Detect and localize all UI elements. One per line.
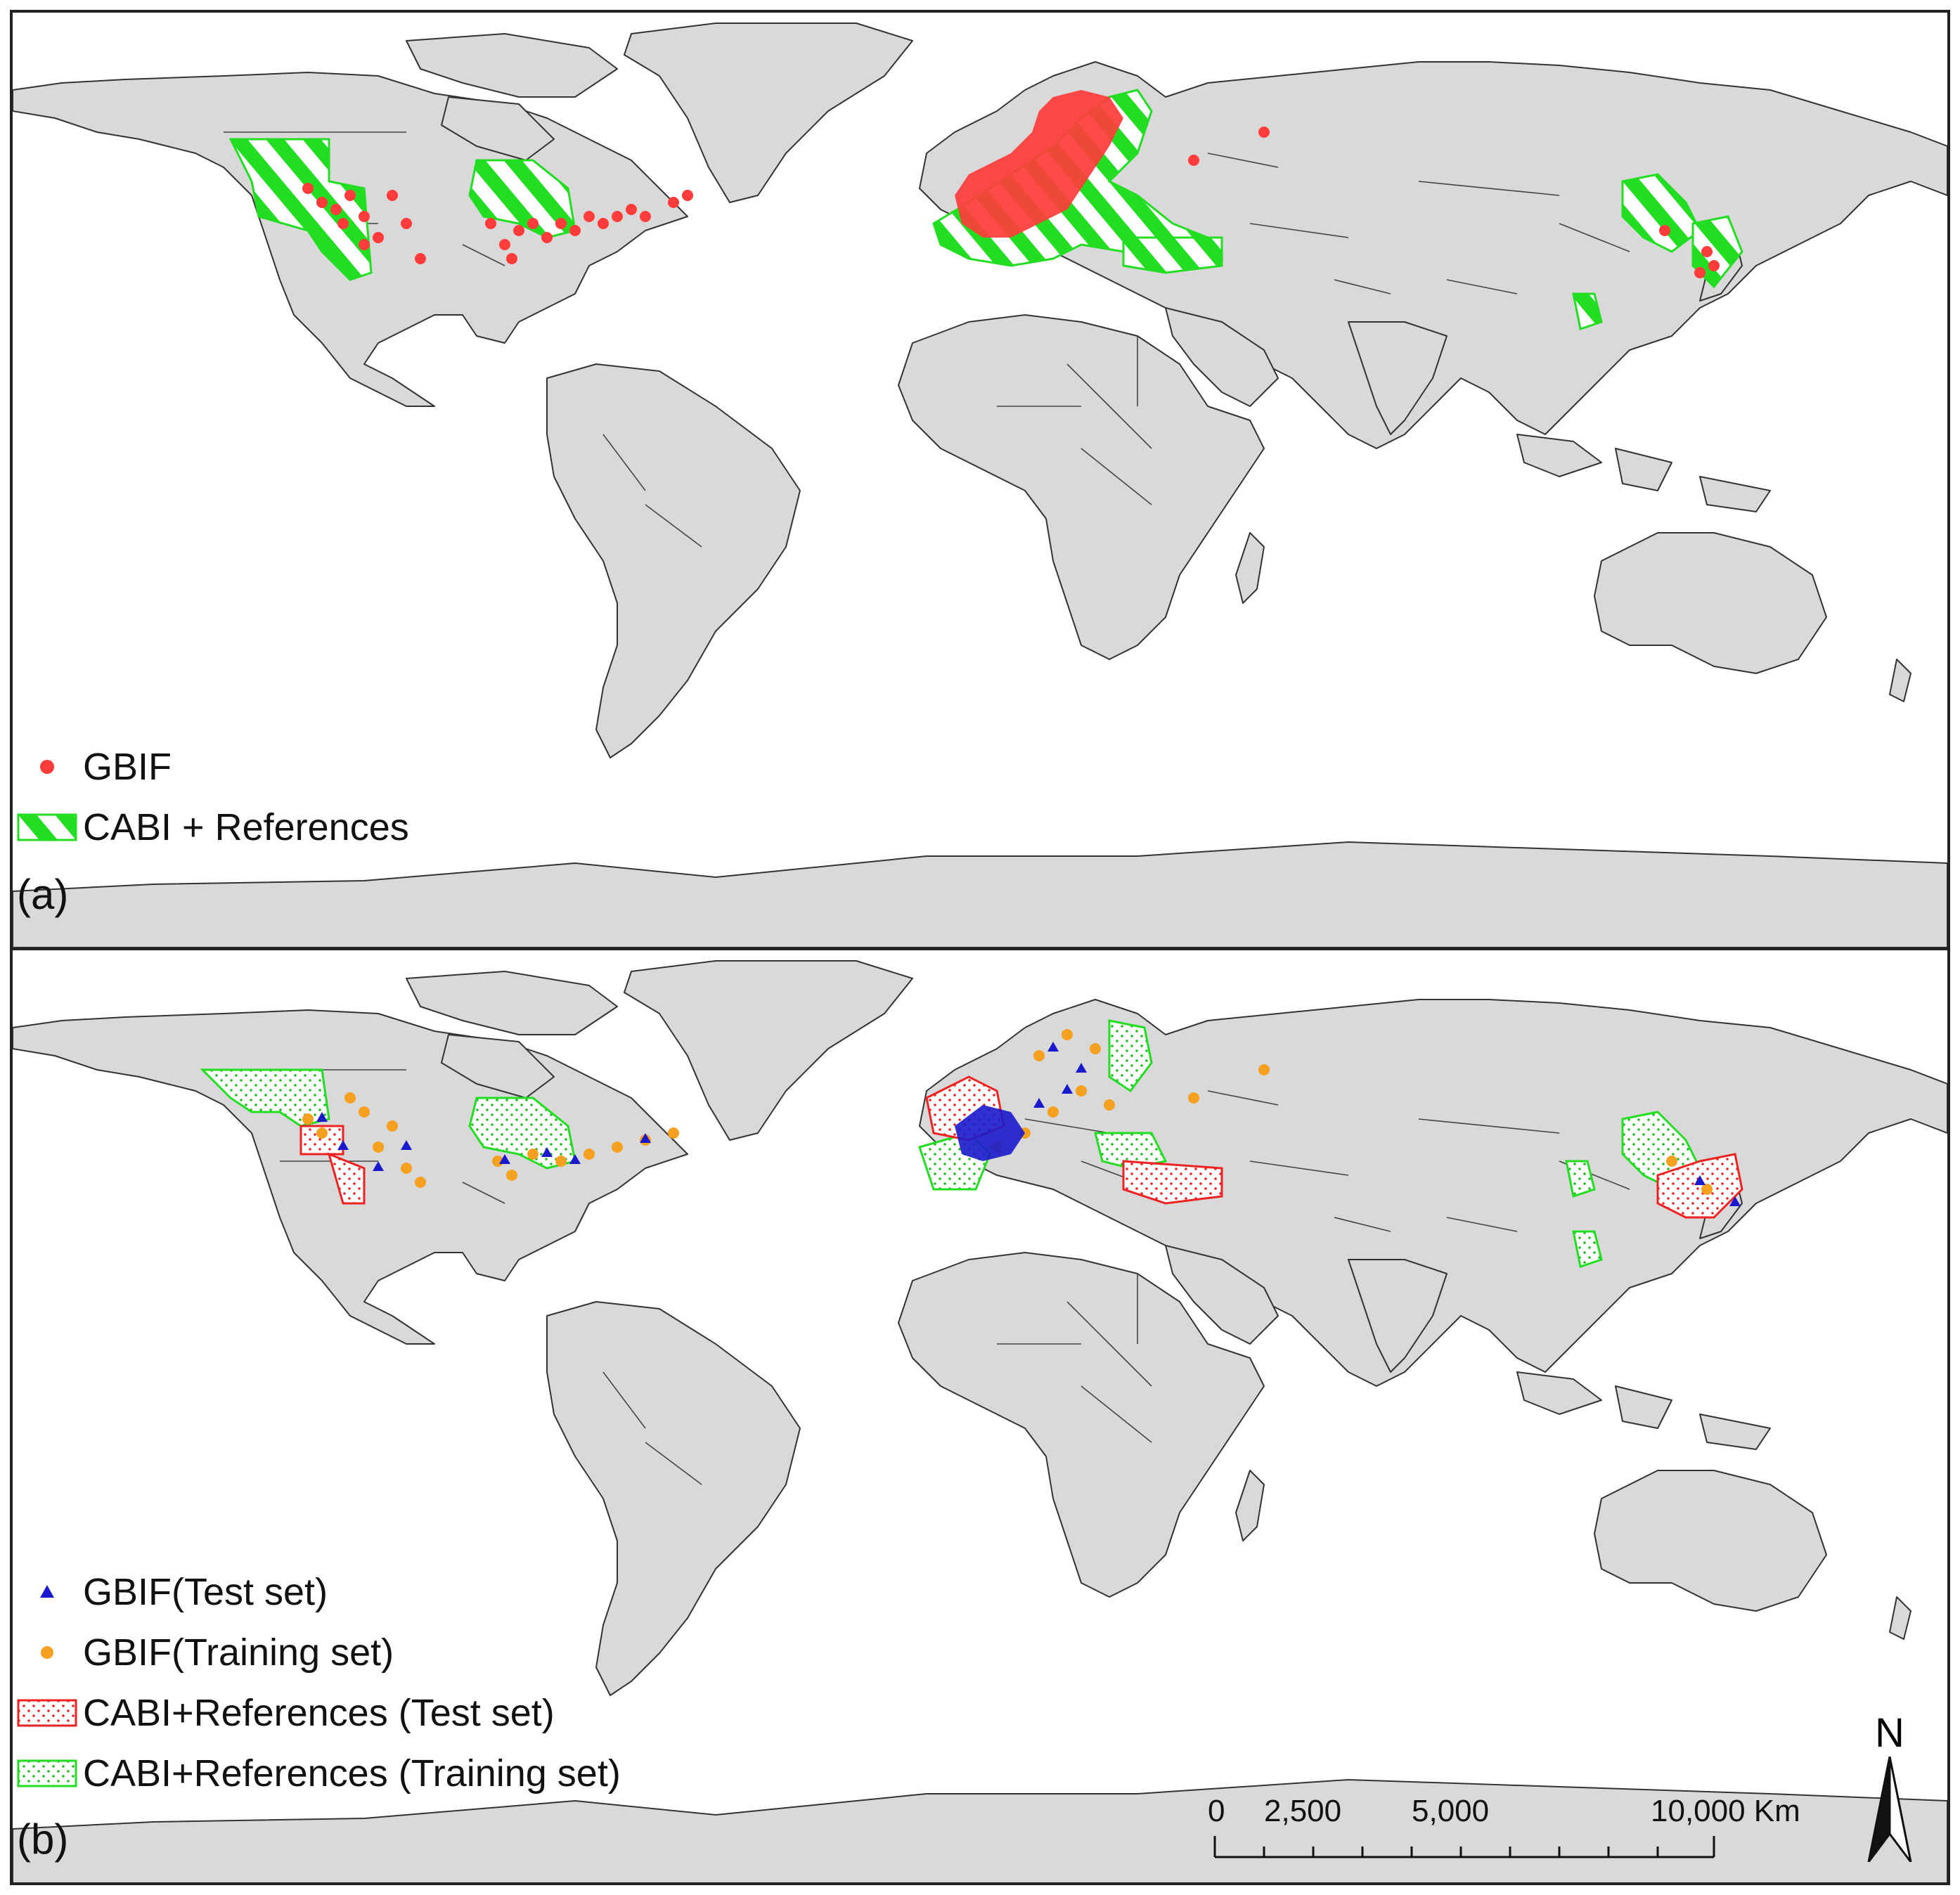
north-arrow: N (1862, 1709, 1918, 1865)
gbif-points-a (302, 127, 1720, 278)
world-map-b (13, 960, 1947, 1882)
legend-label-gbif: GBIF (83, 746, 172, 788)
legend-label-test-points: GBIF(Test set) (83, 1571, 328, 1613)
training-area-china-3 (1565, 1160, 1596, 1198)
map-panel-b: GBIF(Test set) GBIF(Training set) CABI+R… (10, 948, 1950, 1885)
cabi-area-china-2 (1572, 292, 1603, 330)
cabi-area-china (1621, 173, 1701, 253)
legend-row-cabi: CABI + References (15, 797, 409, 858)
cabi-area-korea-japan (1691, 215, 1743, 289)
red-dot-icon (15, 750, 79, 784)
world-map-a (13, 22, 1947, 948)
training-area-west-canada (200, 1068, 330, 1127)
legend-row-test-points: GBIF(Test set) (15, 1562, 621, 1622)
legend-row-test-polygons: CABI+References (Test set) (15, 1683, 621, 1743)
legend-row-training-polygons: CABI+References (Training set) (15, 1743, 621, 1804)
green-dotted-polygon-icon (15, 1757, 79, 1790)
training-area-scandinavia (1108, 1019, 1153, 1093)
scale-bar (1213, 1836, 1715, 1858)
red-dotted-polygon-icon (15, 1696, 79, 1730)
legend-b: GBIF(Test set) GBIF(Training set) CABI+R… (15, 1562, 621, 1804)
legend-label-cabi: CABI + References (83, 806, 409, 848)
legend-a: GBIF CABI + References (15, 737, 409, 858)
blue-triangle-icon (15, 1575, 79, 1609)
legend-label-training-polygons: CABI+References (Training set) (83, 1752, 621, 1794)
gbif-cluster-europe-a (955, 90, 1123, 238)
panel-label-a: (a) (17, 871, 69, 918)
legend-label-test-polygons: CABI+References (Test set) (83, 1692, 555, 1734)
north-label: N (1875, 1710, 1904, 1756)
orange-dot-icon (15, 1636, 79, 1669)
scale-label-5000: 5,000 (1412, 1794, 1490, 1828)
panel-label-b: (b) (17, 1816, 69, 1863)
test-area-us-west (299, 1125, 344, 1156)
legend-row-gbif: GBIF (15, 737, 409, 797)
test-points-b (316, 1042, 1741, 1206)
scale-label-0: 0 (1208, 1794, 1225, 1828)
cabi-area-turkey (1122, 236, 1223, 274)
scale-label-10000: 10,000 Km (1651, 1794, 1800, 1828)
cabi-area-west-canada (228, 138, 373, 281)
test-cluster-europe-b (955, 1105, 1025, 1161)
test-area-us-west-2 (327, 1152, 366, 1205)
map-panel-a: GBIF CABI + References (a) (10, 10, 1950, 950)
north-arrow-icon (1867, 1756, 1912, 1863)
green-hatch-icon (15, 810, 79, 844)
training-area-china-2 (1572, 1230, 1603, 1268)
legend-label-training-points: GBIF(Training set) (83, 1631, 394, 1674)
test-area-turkey (1122, 1160, 1223, 1205)
test-area-japan (1656, 1153, 1743, 1219)
legend-row-training-points: GBIF(Training set) (15, 1622, 621, 1683)
scale-label-2500: 2,500 (1264, 1794, 1342, 1828)
